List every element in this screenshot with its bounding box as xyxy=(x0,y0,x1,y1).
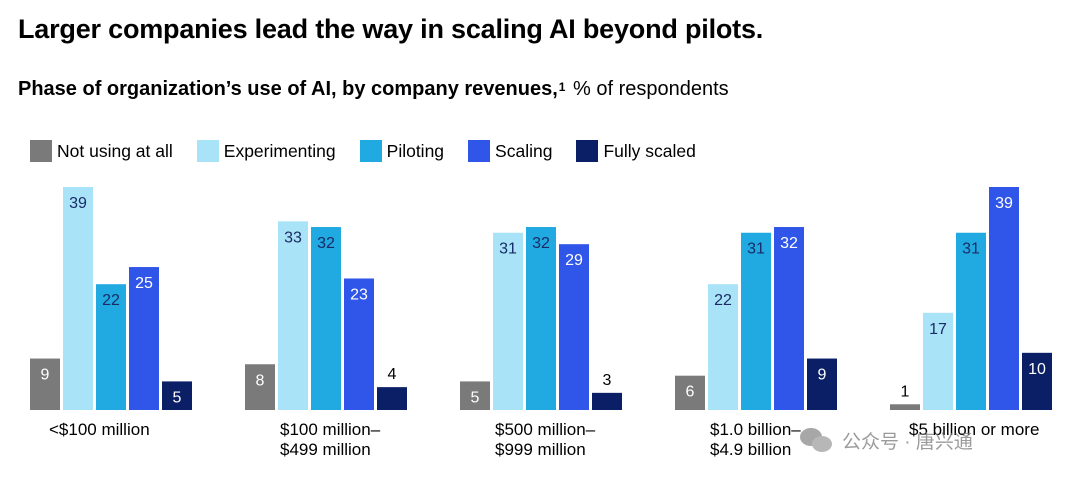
bar xyxy=(344,278,374,410)
category-label: $5 billion or more xyxy=(909,420,1039,439)
data-label: 32 xyxy=(317,235,335,252)
data-label: 9 xyxy=(41,367,50,384)
data-label: 32 xyxy=(780,235,798,252)
legend-label: Fully scaled xyxy=(603,140,696,161)
data-label: 17 xyxy=(929,321,947,338)
bar xyxy=(675,375,705,410)
category-label: $100 million– $499 million xyxy=(280,420,381,459)
data-label: 22 xyxy=(714,292,732,309)
bar xyxy=(460,381,490,410)
legend-swatch xyxy=(576,140,599,162)
bar xyxy=(162,381,192,410)
bar xyxy=(278,221,308,410)
bar xyxy=(592,392,622,410)
data-label: 9 xyxy=(818,367,827,384)
category-label: $500 million– $999 million xyxy=(495,420,596,459)
bar xyxy=(526,227,556,410)
wechat-icon xyxy=(800,426,834,454)
bar xyxy=(708,284,738,410)
bar xyxy=(30,358,60,410)
bar xyxy=(807,358,837,410)
data-label: 31 xyxy=(747,241,765,258)
bar xyxy=(989,187,1019,410)
bar xyxy=(493,232,523,410)
data-label: 6 xyxy=(686,384,695,401)
legend-item: Piloting xyxy=(359,140,445,162)
legend-item: Scaling xyxy=(468,140,552,162)
data-label: 1 xyxy=(901,383,910,400)
bar xyxy=(1022,352,1052,410)
bar xyxy=(377,387,407,410)
category-label: $1.0 billion– $4.9 billion xyxy=(710,420,801,459)
watermark-text: 公众号 · 唐兴通 xyxy=(842,431,973,453)
legend-label: Piloting xyxy=(386,140,445,161)
bar xyxy=(129,267,159,410)
bar xyxy=(63,187,93,410)
chart-subtitle: Phase of organization’s use of AI, by co… xyxy=(18,78,729,101)
bar xyxy=(774,227,804,410)
subtitle-main: Phase of organization’s use of AI, by co… xyxy=(18,78,558,100)
legend-label: Not using at all xyxy=(57,140,173,161)
data-label: 5 xyxy=(471,389,480,406)
legend-swatch xyxy=(359,140,382,162)
data-label: 39 xyxy=(995,195,1013,212)
bar xyxy=(311,227,341,410)
data-label: 10 xyxy=(1028,361,1046,378)
data-label: 3 xyxy=(603,372,612,389)
bar xyxy=(96,284,126,410)
watermark: 公众号 · 唐兴通 xyxy=(800,422,973,458)
data-label: 29 xyxy=(565,252,583,269)
data-label: 33 xyxy=(284,229,302,246)
data-label: 32 xyxy=(532,235,550,252)
category-label: <$100 million xyxy=(49,420,150,439)
bar xyxy=(923,312,953,410)
data-label: 8 xyxy=(256,372,265,389)
chart-legend: Not using at all Experimenting Piloting Sca… xyxy=(30,139,720,163)
data-label: 25 xyxy=(135,275,153,292)
data-label: 4 xyxy=(388,366,397,383)
legend-label: Scaling xyxy=(495,140,553,161)
data-label: 22 xyxy=(102,292,120,309)
bar xyxy=(741,232,771,410)
bar xyxy=(245,364,275,410)
legend-label: Experimenting xyxy=(223,140,336,161)
legend-swatch xyxy=(468,140,491,162)
legend-swatch xyxy=(30,140,52,162)
data-label: 39 xyxy=(69,195,87,212)
data-label: 5 xyxy=(173,389,182,406)
legend-item: Fully scaled xyxy=(576,140,696,162)
data-label: 31 xyxy=(499,241,517,258)
bar xyxy=(956,232,986,410)
subtitle-unit: % of respondents xyxy=(567,78,729,100)
chart-title: Larger companies lead the way in scaling… xyxy=(18,14,764,44)
legend-item: Experimenting xyxy=(196,140,336,162)
legend-item: Not using at all xyxy=(30,140,173,162)
bar xyxy=(890,404,920,410)
bar xyxy=(559,244,589,410)
footnote-marker: 1 xyxy=(558,80,566,94)
legend-swatch xyxy=(196,140,219,162)
data-label: 31 xyxy=(962,241,980,258)
data-label: 23 xyxy=(350,286,368,303)
